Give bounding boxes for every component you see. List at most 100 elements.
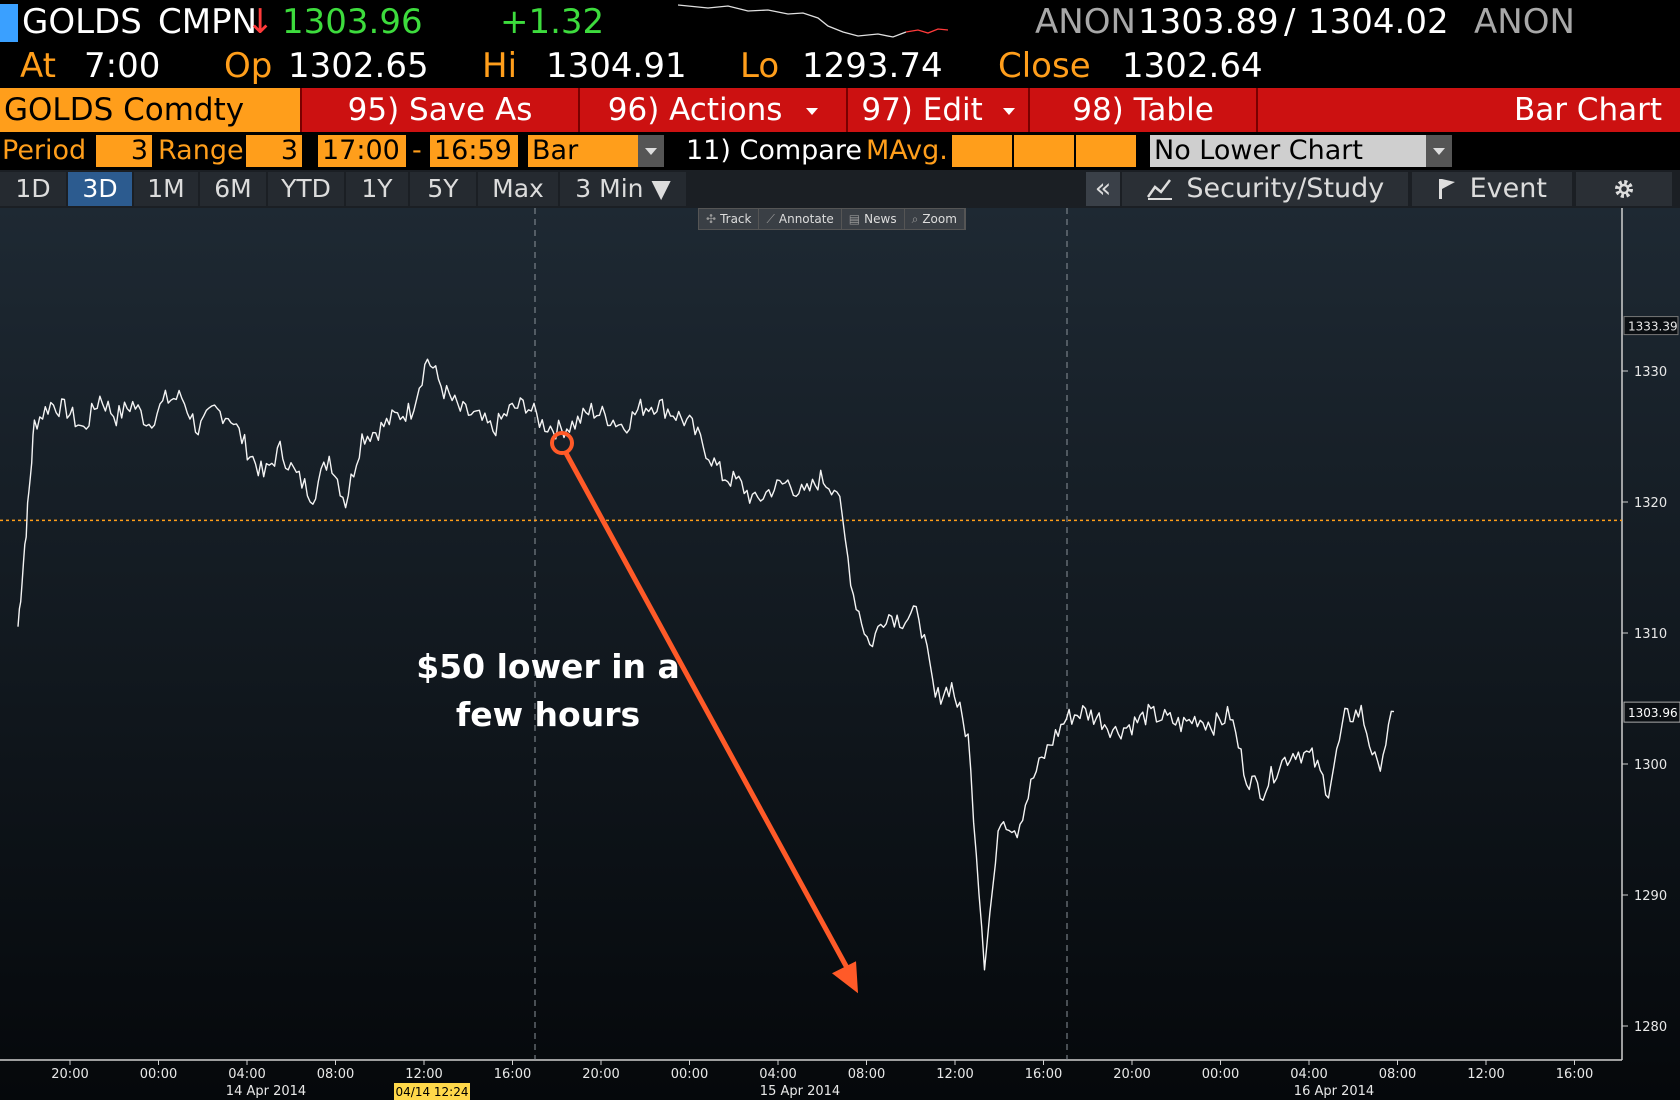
annotation-arrow bbox=[563, 451, 853, 975]
chart-icon bbox=[1146, 179, 1172, 200]
table-button[interactable]: 98) Table bbox=[1030, 88, 1258, 132]
annotation-start-marker bbox=[550, 431, 574, 456]
high-value: 1304.91 bbox=[546, 46, 687, 86]
x-tick-label: 04:00 bbox=[759, 1067, 796, 1082]
dropdown-arrow-icon bbox=[1002, 108, 1015, 115]
table-label: 98) Table bbox=[1072, 92, 1214, 128]
edit-label: 97) Edit bbox=[861, 92, 983, 128]
annotate-icon: ⟋ bbox=[766, 212, 775, 226]
y-tick-label: 1290 bbox=[1634, 889, 1667, 904]
actions-label: 96) Actions bbox=[607, 92, 783, 128]
edit-menu-button[interactable]: 97) Edit bbox=[848, 88, 1030, 132]
y-tick-label: 1280 bbox=[1634, 1020, 1667, 1035]
x-tick-label: 04:00 bbox=[228, 1067, 265, 1082]
bid-ask-separator: / bbox=[1284, 2, 1296, 42]
x-tick-label: 20:00 bbox=[51, 1067, 88, 1082]
quote-ticker[interactable]: GOLDS bbox=[22, 2, 142, 42]
timeframe-ytd[interactable]: YTD bbox=[268, 172, 344, 206]
news-icon: ▤ bbox=[848, 212, 861, 226]
security-field[interactable]: GOLDS Comdty bbox=[0, 88, 302, 132]
chart-type-select[interactable]: Bar bbox=[528, 135, 638, 167]
top-price-label: 1333.39 bbox=[1628, 320, 1678, 334]
mavg-input-3[interactable] bbox=[1076, 135, 1136, 167]
chart-tool-track[interactable]: ✣ Track bbox=[699, 209, 760, 229]
chart-tool-annotate[interactable]: ⟋ Annotate bbox=[759, 209, 842, 229]
cursor-label: 04/14 12:24 bbox=[396, 1085, 469, 1099]
cursor-label-badge bbox=[394, 1083, 470, 1100]
at-label: At bbox=[20, 46, 56, 86]
timeframe-1d[interactable]: 1D bbox=[0, 172, 66, 206]
x-tick-label: 08:00 bbox=[317, 1067, 354, 1082]
x-day-label: 16 Apr 2014 bbox=[1294, 1084, 1374, 1099]
y-tick-label: 1310 bbox=[1634, 627, 1667, 642]
timeframe-max[interactable]: Max bbox=[478, 172, 558, 206]
event-label: Event bbox=[1469, 173, 1547, 204]
security-study-button[interactable]: Security/Study bbox=[1122, 172, 1408, 206]
quote-source: CMPN bbox=[158, 2, 258, 42]
save-as-button[interactable]: 95) Save As bbox=[302, 88, 580, 132]
open-label: Op bbox=[224, 46, 273, 86]
price-line bbox=[17, 358, 1395, 971]
close-label: Close bbox=[998, 46, 1091, 86]
chart-tool-label: Zoom bbox=[922, 212, 957, 226]
last-price-badge bbox=[1623, 701, 1680, 723]
top-price-badge bbox=[1623, 316, 1679, 336]
collapse-panel-button[interactable]: « bbox=[1086, 172, 1120, 206]
high-label: Hi bbox=[482, 46, 518, 86]
event-button[interactable]: Event bbox=[1412, 172, 1572, 206]
y-tick-label: 1300 bbox=[1634, 758, 1667, 773]
x-tick-label: 20:00 bbox=[582, 1067, 619, 1082]
stats-line: At 7:00 Op 1302.65 Hi 1304.91 Lo 1293.74… bbox=[0, 44, 1680, 88]
timeframe-6m[interactable]: 6M bbox=[200, 172, 266, 206]
lower-chart-dropdown-button[interactable] bbox=[1426, 135, 1452, 167]
open-value: 1302.65 bbox=[288, 46, 429, 86]
mavg-label: MAvg. bbox=[866, 135, 948, 166]
timeframe-1y[interactable]: 1Y bbox=[346, 172, 408, 206]
mavg-input-2[interactable] bbox=[1014, 135, 1074, 167]
quote-last-price: 1303.96 bbox=[282, 2, 423, 42]
bid-price: 1303.89 bbox=[1138, 2, 1279, 42]
annotation-text: $50 lower in a bbox=[416, 647, 680, 686]
collapse-label: « bbox=[1094, 173, 1112, 204]
x-tick-label: 12:00 bbox=[1467, 1067, 1504, 1082]
compare-button[interactable]: 11) Compare bbox=[686, 135, 862, 166]
down-arrow-icon: ↓ bbox=[246, 2, 275, 42]
menu-bar: GOLDS Comdty 95) Save As 96) Actions 97)… bbox=[0, 88, 1680, 132]
quote-change: +1.32 bbox=[500, 2, 605, 42]
x-tick-label: 08:00 bbox=[848, 1067, 885, 1082]
actions-menu-button[interactable]: 96) Actions bbox=[580, 88, 848, 132]
parameter-bar: Period 3 Range 3 17:00 - 16:59 Bar 11) C… bbox=[0, 133, 1680, 169]
chart-type-dropdown-button[interactable] bbox=[638, 135, 664, 167]
price-chart[interactable]: 1280 1290 1300 1310 1320 1330 1333.39 1303.96 20… bbox=[0, 208, 1680, 1100]
chart-name: Bar Chart bbox=[1258, 88, 1680, 132]
x-day-label: 14 Apr 2014 bbox=[226, 1084, 306, 1099]
timeframe-5y[interactable]: 5Y bbox=[410, 172, 476, 206]
chart-tool-news[interactable]: ▤ News bbox=[842, 209, 905, 229]
end-time-input[interactable]: 16:59 bbox=[430, 135, 518, 167]
close-value: 1302.64 bbox=[1122, 46, 1263, 86]
x-day-label: 15 Apr 2014 bbox=[760, 1084, 840, 1099]
chart-name-label: Bar Chart bbox=[1513, 92, 1662, 128]
security-study-label: Security/Study bbox=[1186, 173, 1385, 204]
timeframe-3d[interactable]: 3D bbox=[68, 172, 132, 206]
y-tick-label: 1320 bbox=[1634, 496, 1667, 511]
settings-button[interactable] bbox=[1576, 172, 1672, 206]
period-input[interactable]: 3 bbox=[96, 135, 152, 167]
x-tick-label: 12:00 bbox=[936, 1067, 973, 1082]
dropdown-arrow-icon bbox=[1433, 148, 1445, 155]
timeframe-1m[interactable]: 1M bbox=[134, 172, 198, 206]
chart-tool-label: News bbox=[864, 212, 897, 226]
ask-source: ANON bbox=[1474, 2, 1575, 42]
x-tick-label: 16:00 bbox=[1025, 1067, 1062, 1082]
mavg-input-1[interactable] bbox=[952, 135, 1012, 167]
x-tick-label: 00:00 bbox=[140, 1067, 177, 1082]
lower-chart-select[interactable]: No Lower Chart bbox=[1150, 135, 1426, 167]
start-time-input[interactable]: 17:00 bbox=[318, 135, 406, 167]
time-range-dash: - bbox=[412, 135, 422, 166]
zoom-icon: ⌕ bbox=[911, 212, 919, 226]
annotation-text: few hours bbox=[456, 695, 640, 734]
timeframe-3-min[interactable]: 3 Min ▼ bbox=[560, 172, 686, 206]
range-input[interactable]: 3 bbox=[246, 135, 302, 167]
chart-tool-zoom[interactable]: ⌕ Zoom bbox=[905, 209, 965, 229]
price-chart-svg[interactable]: 1280 1290 1300 1310 1320 1330 1333.39 1303.96 20… bbox=[0, 208, 1680, 1100]
